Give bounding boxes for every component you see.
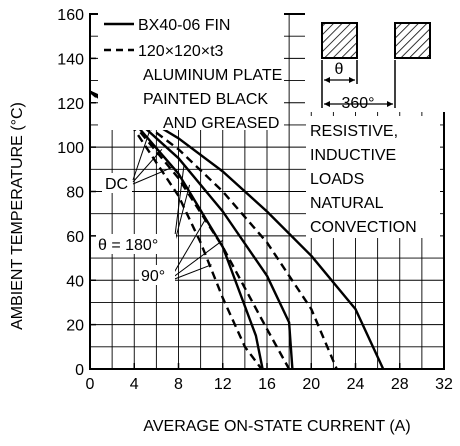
condition-line-4: NATURAL [310,195,384,212]
y-tick-label: 40 [66,273,84,290]
x-tick-label: 8 [174,376,183,393]
dc-curve-label: DC [105,176,128,193]
legend-background [98,10,284,130]
series-line-solid-1 [89,90,294,370]
legend-note-line-2: PAINTED BLACK [143,91,268,108]
callout-line [173,184,191,246]
x-axis-label: AVERAGE ON-STATE CURRENT (A) [143,418,410,435]
x-tick-label: 24 [347,376,365,393]
pulse-1 [321,22,358,59]
y-tick-label: 160 [57,7,84,24]
x-tick-label: 32 [435,376,453,393]
conditions-text: RESISTIVE, INDUCTIVE LOADS NATURAL CONVE… [306,116,440,238]
callout-lines [132,126,224,281]
y-axis-label: AMBIENT TEMPERATURE (°C) [9,102,26,330]
callout-line [171,239,224,279]
y-tick-label: 0 [75,362,84,379]
y-tick-label: 100 [57,140,84,157]
callout-line [132,166,174,185]
y-tick-label: 20 [66,318,84,335]
condition-line-3: LOADS [310,171,364,188]
callout-line [173,164,185,244]
pulse-2 [394,22,431,59]
y-tick-label: 140 [57,51,84,68]
theta180-label-background [96,234,176,254]
x-tick-label: 4 [130,376,139,393]
condition-line-5: CONVECTION [310,219,417,236]
condition-line-1: RESISTIVE, [310,123,398,140]
series-line-dashed-1 [89,90,291,370]
legend-label-solid: BX40-06 FIN [138,17,230,34]
legend-label-dashed: 120×120×t3 [138,43,224,60]
conditions-background [306,116,440,238]
theta90-label-background [139,265,175,285]
x-tick-label: 28 [391,376,409,393]
y-tick-label: 80 [66,185,84,202]
waveform-inset: θ 360° [305,12,445,112]
theta90-curve-label: 90° [141,268,165,285]
theta180-curve-label: θ = 180° [98,237,158,254]
condition-line-2: INDUCTIVE [310,147,396,164]
callout-line [132,149,163,183]
theta-label: θ [335,61,344,78]
dc-label-background [102,173,132,193]
legend: BX40-06 FIN 120×120×t3 ALUMINUM PLATE PA… [98,10,284,132]
legend-note-line-1: ALUMINUM PLATE [143,67,282,84]
tick-labels: 0 4 8 12 16 20 24 28 32 0 20 40 60 80 100 120 140 160 [57,7,453,393]
callout-line [171,217,207,277]
callout-line [171,264,212,281]
callout-line [132,126,152,181]
legend-note-line-3: AND GREASED [163,115,279,132]
x-tick-label: 20 [302,376,320,393]
y-tick-label: 60 [66,229,84,246]
x-tick-label: 0 [86,376,95,393]
y-tick-label: 120 [57,96,84,113]
series-line-dashed-0 [89,90,338,370]
x-tick-label: 12 [214,376,232,393]
x-tick-label: 16 [258,376,276,393]
period-label: 360° [341,95,374,112]
